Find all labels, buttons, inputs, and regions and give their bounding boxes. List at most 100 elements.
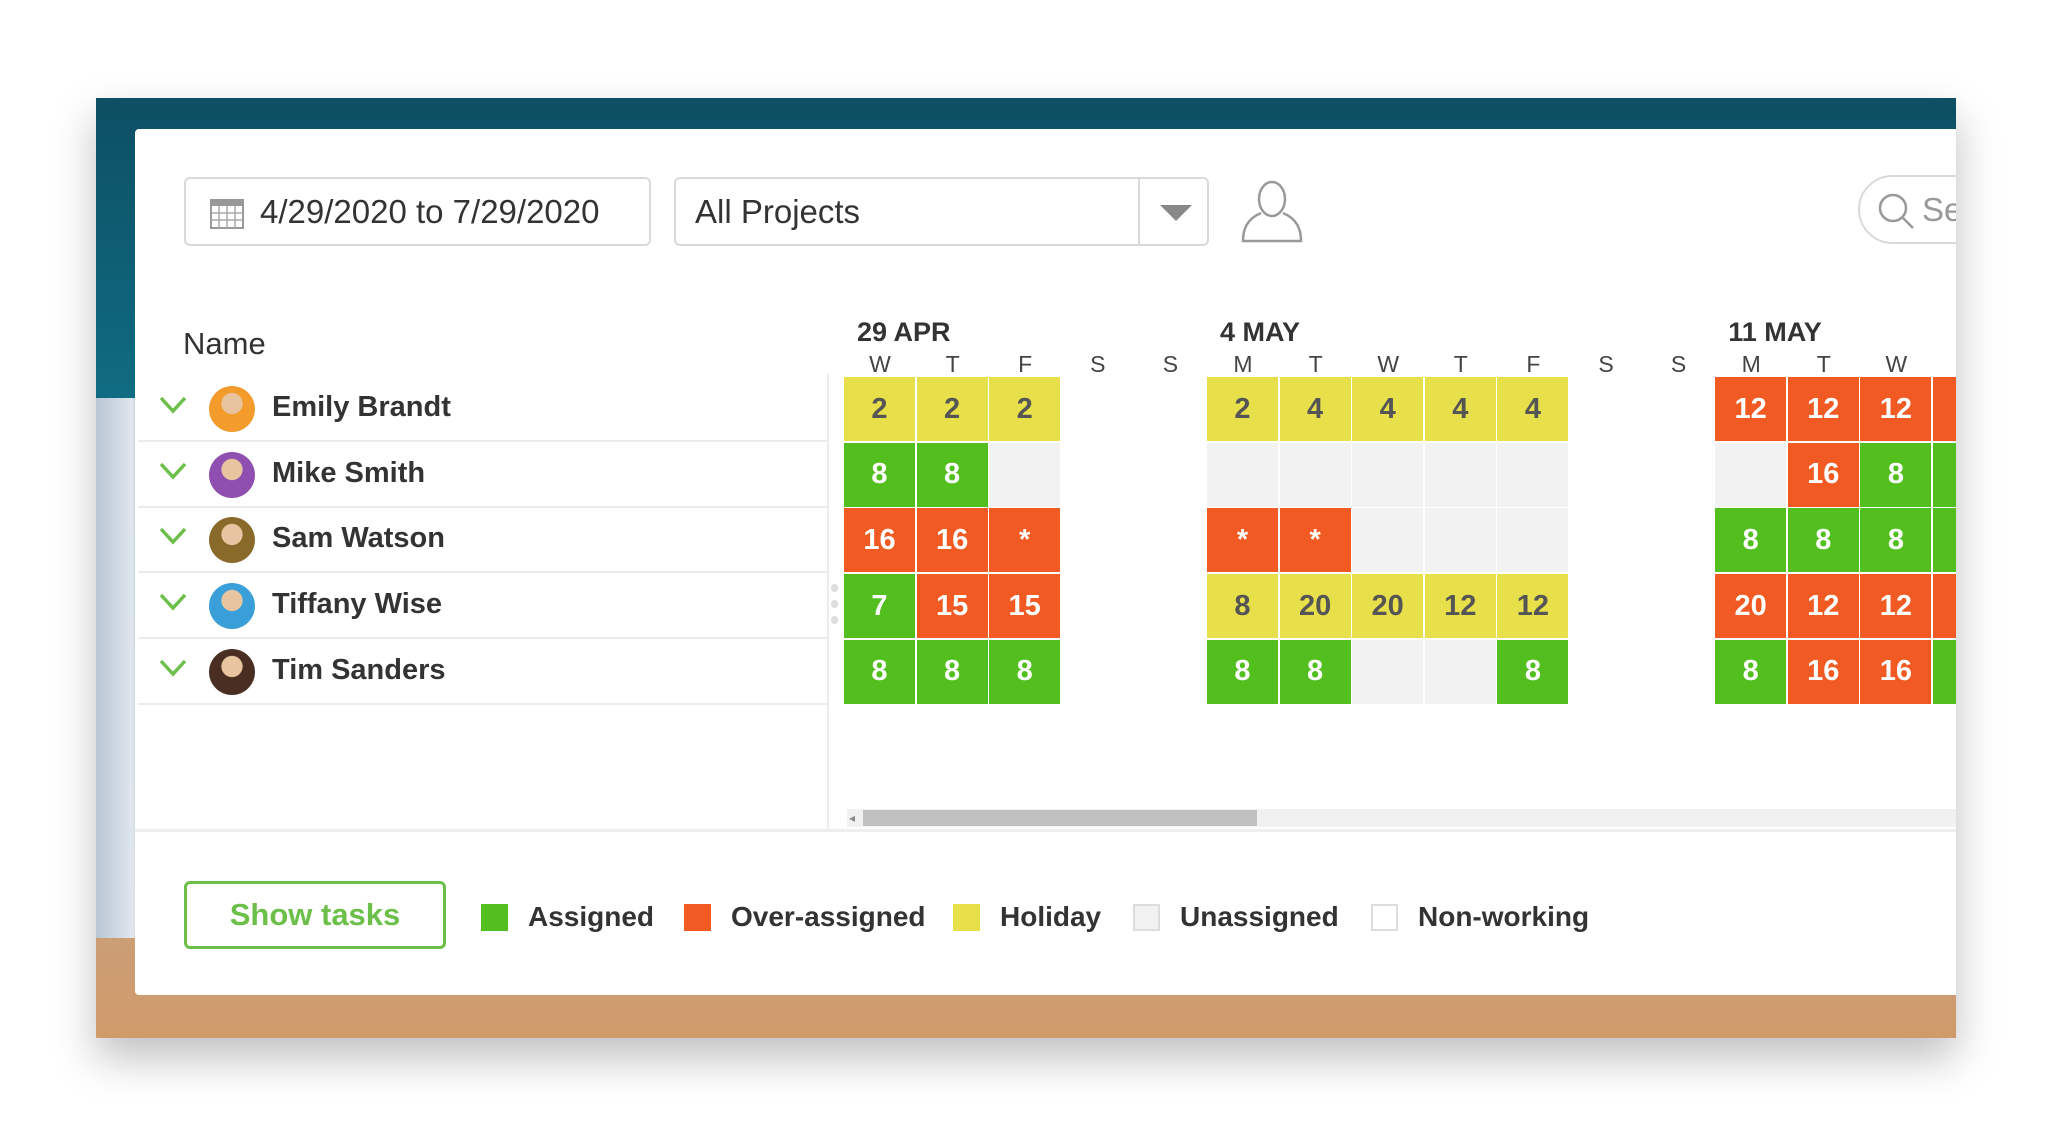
allocation-cell-nonworking[interactable] bbox=[1061, 508, 1133, 573]
allocation-cell-assigned[interactable]: 8 bbox=[1860, 442, 1932, 507]
allocation-cell-unassigned[interactable] bbox=[1207, 442, 1278, 507]
allocation-cell-nonworking[interactable] bbox=[1570, 377, 1641, 441]
allocation-cell-nonworking[interactable] bbox=[1061, 377, 1133, 441]
allocation-cell-assigned[interactable]: 8 bbox=[1279, 639, 1351, 704]
allocation-cell-nonworking[interactable] bbox=[1570, 508, 1641, 573]
allocation-cell-over[interactable]: 12 bbox=[1787, 377, 1859, 441]
allocation-cell-unassigned[interactable] bbox=[1715, 442, 1787, 507]
scroll-left-arrow-icon[interactable]: ◂ bbox=[849, 811, 856, 825]
allocation-cell-holiday[interactable]: 2 bbox=[989, 377, 1061, 441]
allocation-cell-unassigned[interactable] bbox=[1497, 442, 1569, 507]
allocation-cell-over[interactable]: * bbox=[989, 508, 1061, 573]
allocation-cell-over[interactable]: 12 bbox=[1787, 574, 1859, 639]
date-range-picker[interactable]: 4/29/2020 to 7/29/2020 bbox=[184, 177, 651, 246]
allocation-cell-holiday[interactable]: 20 bbox=[1352, 574, 1424, 639]
allocation-cell-holiday[interactable]: 12 bbox=[1497, 574, 1569, 639]
allocation-cell-nonworking[interactable] bbox=[1134, 377, 1206, 441]
allocation-cell-assigned[interactable]: 8 bbox=[844, 442, 915, 507]
allocation-cell-assigned[interactable]: 8 bbox=[1933, 639, 1956, 704]
allocation-cell-assigned[interactable]: 8 bbox=[1497, 639, 1569, 704]
allocation-cell-holiday[interactable]: 4 bbox=[1279, 377, 1351, 441]
scrollbar-thumb[interactable] bbox=[863, 810, 1257, 826]
show-tasks-button[interactable]: Show tasks bbox=[184, 881, 446, 949]
allocation-cell-holiday[interactable]: 12 bbox=[1424, 574, 1496, 639]
allocation-cell-nonworking[interactable] bbox=[1061, 639, 1133, 704]
chevron-down-icon[interactable] bbox=[158, 395, 188, 415]
allocation-cell-over[interactable]: * bbox=[1207, 508, 1278, 573]
allocation-cell-unassigned[interactable] bbox=[1352, 639, 1424, 704]
allocation-cell-nonworking[interactable] bbox=[1061, 574, 1133, 639]
allocation-cell-nonworking[interactable] bbox=[1134, 442, 1206, 507]
allocation-cell-holiday[interactable]: 4 bbox=[1424, 377, 1496, 441]
allocation-cell-over[interactable]: 15 bbox=[989, 574, 1061, 639]
panel-divider[interactable] bbox=[827, 374, 829, 829]
search-input[interactable]: Se bbox=[1858, 175, 1956, 244]
allocation-cell-over[interactable]: 16 bbox=[1787, 442, 1859, 507]
allocation-cell-unassigned[interactable] bbox=[1279, 442, 1351, 507]
allocation-cell-over[interactable]: 2 bbox=[1933, 574, 1956, 639]
resource-row[interactable]: Mike Smith bbox=[138, 443, 827, 508]
allocation-cell-nonworking[interactable] bbox=[1642, 639, 1714, 704]
allocation-cell-over[interactable]: 2 bbox=[1933, 377, 1956, 441]
horizontal-scrollbar[interactable]: ◂ bbox=[847, 809, 1956, 827]
allocation-cell-holiday[interactable]: 8 bbox=[1207, 574, 1278, 639]
resource-row[interactable]: Sam Watson bbox=[138, 508, 827, 574]
allocation-cell-assigned[interactable]: 8 bbox=[916, 442, 988, 507]
allocation-cell-nonworking[interactable] bbox=[1642, 377, 1714, 441]
allocation-cell-unassigned[interactable] bbox=[1352, 508, 1424, 573]
allocation-cell-assigned[interactable]: 8 bbox=[1787, 508, 1859, 573]
chevron-down-icon[interactable] bbox=[158, 461, 188, 481]
allocation-cell-holiday[interactable]: 2 bbox=[916, 377, 988, 441]
allocation-cell-holiday[interactable]: 2 bbox=[1207, 377, 1278, 441]
allocation-cell-nonworking[interactable] bbox=[1570, 574, 1641, 639]
allocation-cell-holiday[interactable]: 4 bbox=[1352, 377, 1424, 441]
allocation-cell-unassigned[interactable] bbox=[1424, 442, 1496, 507]
allocation-cell-assigned[interactable]: 8 bbox=[1715, 508, 1787, 573]
allocation-cell-over[interactable]: 12 bbox=[1860, 574, 1932, 639]
allocation-cell-nonworking[interactable] bbox=[1061, 442, 1133, 507]
allocation-cell-nonworking[interactable] bbox=[1642, 508, 1714, 573]
resource-row[interactable]: Emily Brandt bbox=[138, 377, 827, 442]
allocation-cell-assigned[interactable]: 8 bbox=[916, 639, 988, 704]
allocation-cell-unassigned[interactable] bbox=[1424, 508, 1496, 573]
allocation-cell-nonworking[interactable] bbox=[1570, 639, 1641, 704]
allocation-cell-holiday[interactable]: 20 bbox=[1279, 574, 1351, 639]
chevron-down-icon[interactable] bbox=[158, 658, 188, 678]
resource-row[interactable]: Tiffany Wise bbox=[138, 574, 827, 640]
allocation-cell-nonworking[interactable] bbox=[1134, 508, 1206, 573]
allocation-cell-holiday[interactable]: 4 bbox=[1497, 377, 1569, 441]
allocation-cell-assigned[interactable]: 8 bbox=[1933, 442, 1956, 507]
allocation-cell-over[interactable]: 12 bbox=[1715, 377, 1787, 441]
allocation-cell-unassigned[interactable] bbox=[1352, 442, 1424, 507]
allocation-cell-assigned[interactable]: 8 bbox=[1933, 508, 1956, 573]
allocation-cell-over[interactable]: 12 bbox=[1860, 377, 1932, 441]
allocation-cell-over[interactable]: 16 bbox=[844, 508, 915, 573]
allocation-cell-assigned[interactable]: 7 bbox=[844, 574, 915, 639]
chevron-down-icon[interactable] bbox=[158, 592, 188, 612]
resource-row[interactable]: Tim Sanders bbox=[138, 640, 827, 705]
chevron-down-icon[interactable] bbox=[1158, 203, 1194, 223]
allocation-cell-unassigned[interactable] bbox=[1424, 639, 1496, 704]
allocation-cell-assigned[interactable]: 8 bbox=[1860, 508, 1932, 573]
allocation-cell-over[interactable]: 16 bbox=[1860, 639, 1932, 704]
allocation-cell-over[interactable]: 16 bbox=[916, 508, 988, 573]
allocation-cell-unassigned[interactable] bbox=[1497, 508, 1569, 573]
allocation-cell-assigned[interactable]: 8 bbox=[1207, 639, 1278, 704]
allocation-cell-over[interactable]: * bbox=[1279, 508, 1351, 573]
allocation-cell-assigned[interactable]: 8 bbox=[1715, 639, 1787, 704]
user-filter-icon[interactable] bbox=[1239, 179, 1305, 245]
allocation-cell-over[interactable]: 15 bbox=[916, 574, 988, 639]
allocation-cell-over[interactable]: 16 bbox=[1787, 639, 1859, 704]
allocation-cell-nonworking[interactable] bbox=[1642, 574, 1714, 639]
allocation-cell-nonworking[interactable] bbox=[1642, 442, 1714, 507]
allocation-cell-nonworking[interactable] bbox=[1134, 574, 1206, 639]
project-select[interactable]: All Projects bbox=[674, 177, 1209, 246]
allocation-cell-nonworking[interactable] bbox=[1570, 442, 1641, 507]
allocation-cell-assigned[interactable]: 8 bbox=[844, 639, 915, 704]
chevron-down-icon[interactable] bbox=[158, 526, 188, 546]
allocation-cell-unassigned[interactable] bbox=[989, 442, 1061, 507]
allocation-cell-over[interactable]: 20 bbox=[1715, 574, 1787, 639]
allocation-cell-holiday[interactable]: 2 bbox=[844, 377, 915, 441]
panel-resize-handle[interactable] bbox=[831, 584, 839, 624]
allocation-cell-assigned[interactable]: 8 bbox=[989, 639, 1061, 704]
